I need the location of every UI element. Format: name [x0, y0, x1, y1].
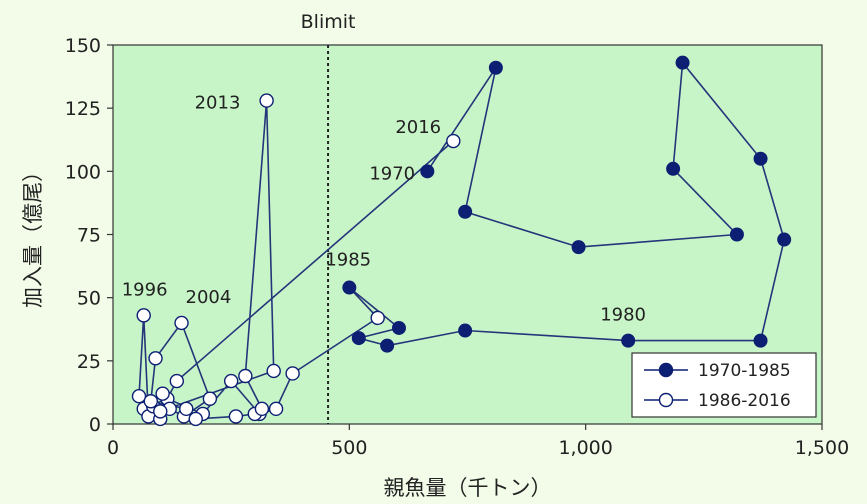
- point-1986-2016: [169, 373, 185, 389]
- x-tick-label: 500: [331, 437, 367, 459]
- point-1970-1985: [351, 331, 366, 346]
- point-1986-2016: [188, 411, 203, 427]
- year-label: 2016: [395, 117, 441, 138]
- year-label: 1980: [600, 305, 646, 326]
- point-1970-1985: [753, 333, 768, 348]
- blimit-label: Blimit: [301, 11, 356, 33]
- point-1986-2016: [254, 401, 270, 417]
- point-1970-1985: [729, 227, 744, 242]
- point-1986-2016: [238, 368, 253, 384]
- year-label: 1970: [369, 163, 415, 184]
- point-1986-2016: [153, 404, 168, 419]
- y-tick-label: 125: [65, 98, 101, 120]
- y-tick-label: 150: [65, 35, 101, 57]
- year-label: 1996: [122, 279, 168, 300]
- point-1986-2016: [174, 315, 189, 331]
- point-1970-1985: [420, 164, 435, 179]
- point-1986-2016: [223, 373, 239, 389]
- y-tick-label: 75: [77, 225, 101, 247]
- point-1986-2016: [136, 308, 151, 323]
- y-tick-label: 50: [77, 288, 101, 310]
- point-1986-2016: [143, 394, 159, 409]
- point-1970-1985: [753, 151, 768, 166]
- legend-label: 1986-2016: [698, 391, 791, 411]
- legend-label: 1970-1985: [698, 361, 791, 381]
- point-1986-2016: [370, 310, 385, 326]
- point-1970-1985: [675, 55, 690, 70]
- legend-marker: [658, 362, 674, 378]
- point-1986-2016: [131, 389, 147, 404]
- point-1970-1985: [666, 161, 681, 176]
- point-1986-2016: [228, 409, 244, 424]
- point-1970-1985: [621, 333, 636, 348]
- year-label: 2013: [195, 93, 241, 114]
- y-axis-title: 加入量（億尾）: [21, 161, 45, 308]
- point-1970-1985: [488, 60, 503, 75]
- point-1986-2016: [446, 133, 461, 149]
- point-1986-2016: [179, 401, 194, 417]
- point-1986-2016: [268, 401, 284, 417]
- point-1986-2016: [285, 366, 300, 381]
- y-tick-label: 25: [77, 351, 101, 373]
- point-1970-1985: [571, 240, 586, 255]
- x-tick-label: 1,000: [558, 437, 612, 459]
- x-tick-label: 1,500: [795, 437, 849, 459]
- y-tick-label: 100: [65, 161, 101, 183]
- point-1970-1985: [777, 232, 792, 247]
- point-1986-2016: [155, 386, 170, 401]
- year-label: 1985: [325, 250, 371, 271]
- point-1970-1985: [342, 280, 357, 295]
- point-1970-1985: [458, 323, 473, 338]
- x-axis-title: 親魚量（千トン）: [384, 476, 552, 500]
- point-1970-1985: [391, 320, 406, 335]
- point-1970-1985: [380, 338, 395, 353]
- point-1986-2016: [259, 93, 274, 108]
- point-1970-1985: [458, 204, 473, 219]
- year-label: 2004: [186, 287, 232, 308]
- point-1986-2016: [148, 351, 163, 366]
- y-tick-label: 0: [89, 414, 101, 436]
- point-1986-2016: [266, 363, 281, 379]
- point-1986-2016: [202, 391, 218, 406]
- x-tick-label: 0: [107, 437, 119, 459]
- legend-marker: [658, 392, 674, 408]
